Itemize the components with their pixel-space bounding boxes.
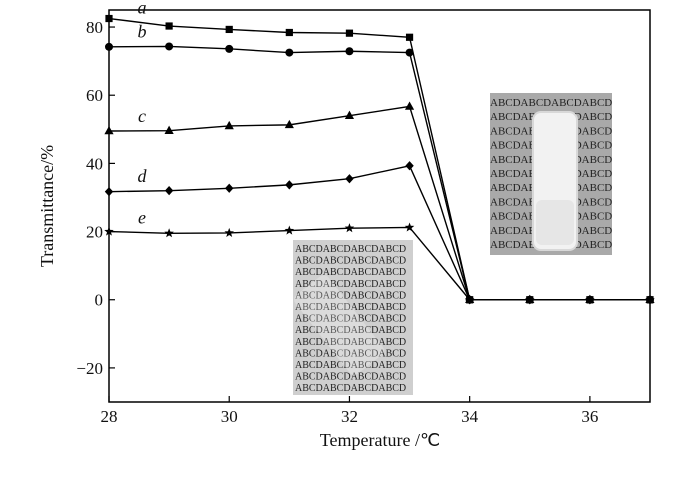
inset-text-row: ABCDABCDABCDABCD [295, 302, 406, 313]
inset-text-row: ABCDABCDABCDABCD [490, 97, 612, 109]
series-labels: ab c d e [138, 0, 148, 228]
data-point-b [225, 44, 234, 53]
data-point-c [164, 125, 174, 134]
series-markers [104, 14, 655, 305]
data-point-b [405, 48, 414, 57]
x-tick-label: 34 [461, 407, 479, 426]
plot-frame [108, 9, 651, 403]
series-lines [108, 17, 650, 301]
data-point-c [284, 119, 294, 129]
inset-text-row: ABCDABCDABCDABCD [295, 256, 406, 267]
data-point-c [344, 110, 355, 119]
series-label-d: d [138, 166, 148, 186]
inset-text-row: ABCDABCDABCDABCD [295, 360, 406, 371]
data-point-e [585, 294, 595, 304]
y-tick-label: 40 [86, 154, 103, 173]
series-label-a: a [138, 0, 147, 18]
clear-sample-photo: ABCDABCDABCDABCDABCDABCDABCDABCDABCDABCD… [293, 240, 413, 395]
data-point-d [405, 161, 414, 171]
data-point-b [345, 47, 354, 56]
inset-text-row: ABCDABCDABCDABCD [295, 267, 406, 278]
data-point-b [165, 42, 174, 51]
x-axis-title: Temperature /℃ [320, 430, 440, 450]
inset-text-row: ABCDABCDABCDABCD [295, 383, 406, 394]
opaque-sample-photo: ABCDABCDABCDABCDABCDABCDABCDABCDABCDABCD… [490, 93, 612, 255]
data-point-b [285, 48, 294, 57]
x-tick-label: 32 [341, 407, 358, 426]
y-tick-label: 20 [86, 223, 103, 242]
inset-text-row: ABCDABCDABCDABCD [295, 279, 406, 290]
x-tick-label: 30 [221, 407, 238, 426]
inset-text-row: ABCDABCDABCDABCD [295, 337, 406, 348]
data-point-a [405, 33, 414, 41]
y-tick-label: 60 [86, 86, 103, 105]
x-tick-label: 28 [101, 407, 118, 426]
data-point-e [344, 223, 355, 233]
axis-ticks: 28 30 32 34 36 −20 0 20 40 60 80 [76, 18, 598, 426]
data-point-e [525, 294, 535, 304]
data-point-a [345, 29, 354, 37]
y-tick-label: −20 [76, 359, 103, 378]
series-label-b: b [138, 22, 147, 42]
data-point-a [285, 28, 293, 37]
data-point-e [645, 294, 655, 304]
y-axis-title: Transmittance/% [37, 145, 57, 267]
data-point-c [224, 120, 234, 130]
series-line-e [108, 226, 650, 301]
data-point-b [105, 42, 113, 51]
data-point-e [224, 227, 234, 237]
data-point-a [105, 14, 113, 23]
data-point-d [285, 180, 294, 190]
data-point-d [164, 186, 174, 196]
data-point-e [404, 222, 415, 232]
data-point-c [404, 101, 415, 110]
inset-text-row: ABCDABCDABCDABCD [295, 290, 406, 301]
inset-text-row: ABCDABCDABCDABCD [295, 244, 406, 255]
data-point-d [345, 174, 354, 184]
x-tick-label: 36 [581, 407, 598, 426]
inset-text-row: ABCDABCDABCDABCD [295, 325, 406, 336]
data-point-c [104, 126, 114, 135]
series-label-e: e [138, 208, 146, 228]
inset-text-row: ABCDABCDABCDABCD [295, 372, 406, 383]
data-point-e [164, 228, 174, 238]
data-point-d [225, 183, 234, 193]
data-point-e [464, 294, 475, 304]
y-tick-label: 0 [95, 291, 104, 310]
series-label-c: c [138, 106, 146, 126]
y-tick-label: 80 [86, 18, 103, 37]
data-point-e [104, 226, 114, 236]
data-point-a [225, 25, 233, 34]
inset-text-row: ABCDABCDABCDABCD [295, 314, 406, 325]
data-point-a [165, 22, 173, 30]
data-point-d [104, 187, 114, 197]
inset-text-row: ABCDABCDABCDABCD [295, 348, 406, 359]
data-point-e [284, 225, 295, 235]
